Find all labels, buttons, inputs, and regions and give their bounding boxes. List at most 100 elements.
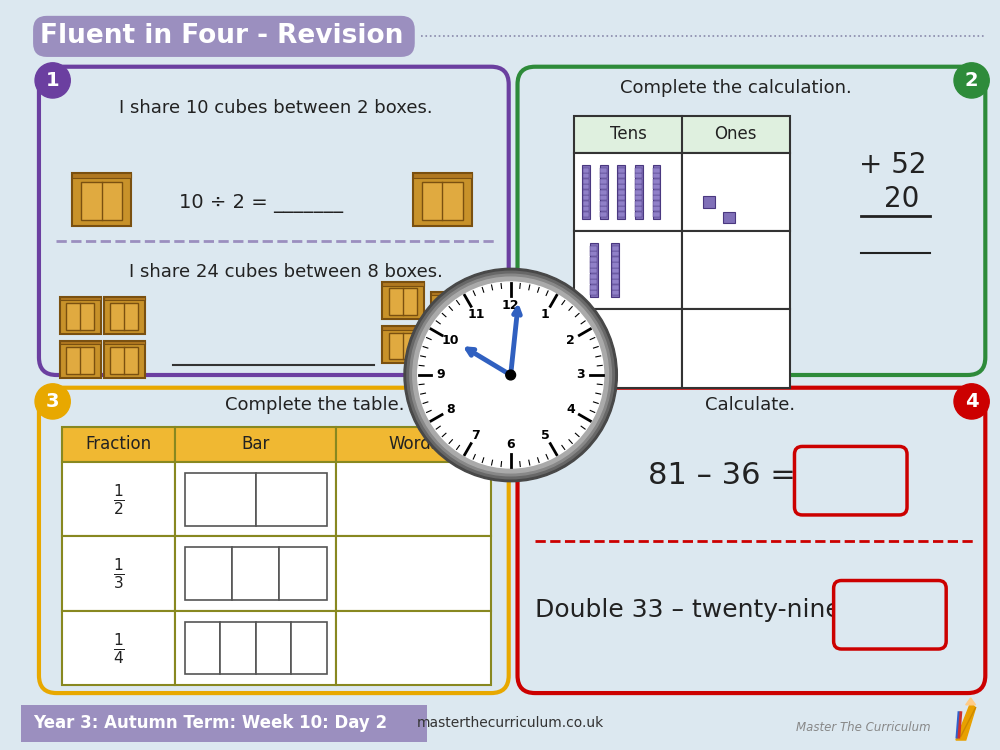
Circle shape (413, 278, 609, 472)
Polygon shape (956, 703, 976, 740)
Bar (110, 347, 138, 374)
Bar (431, 292, 473, 329)
Bar (600, 178, 607, 184)
Text: 12: 12 (502, 299, 519, 312)
Bar (612, 285, 619, 290)
Bar (583, 167, 589, 172)
Bar (583, 201, 589, 206)
Bar (62, 610, 175, 686)
Bar (600, 165, 608, 219)
Bar (574, 231, 682, 310)
Bar (635, 201, 642, 206)
Circle shape (418, 282, 604, 468)
Text: Words: Words (388, 436, 440, 454)
Bar (600, 190, 607, 195)
Text: 20: 20 (884, 184, 920, 213)
Bar (653, 184, 660, 189)
Bar (256, 472, 327, 526)
Text: 4: 4 (566, 404, 575, 416)
FancyBboxPatch shape (33, 16, 415, 57)
Bar (382, 326, 424, 330)
Bar (635, 206, 642, 212)
Bar (653, 212, 660, 217)
Bar (185, 472, 256, 526)
Bar (618, 184, 625, 189)
Text: 81 – 36 =: 81 – 36 = (648, 461, 796, 490)
Bar (104, 297, 145, 300)
Bar (81, 182, 122, 220)
Bar (612, 262, 619, 268)
Bar (635, 165, 643, 219)
Bar (635, 195, 642, 200)
Bar (336, 536, 491, 610)
Bar (590, 243, 598, 297)
Bar (653, 190, 660, 195)
Bar (336, 462, 491, 536)
Bar (618, 195, 625, 200)
Text: 10: 10 (442, 334, 459, 346)
Bar (574, 310, 682, 388)
Bar (612, 290, 619, 296)
Text: 11: 11 (467, 308, 485, 321)
Bar (612, 268, 619, 273)
Bar (382, 282, 424, 286)
Bar (590, 285, 597, 290)
Bar (653, 173, 660, 178)
Bar (600, 173, 607, 178)
Text: 6: 6 (506, 438, 515, 451)
Bar (291, 622, 327, 674)
Bar (682, 310, 790, 388)
Bar (703, 196, 715, 208)
Bar (653, 201, 660, 206)
Circle shape (407, 272, 614, 478)
Text: 9: 9 (437, 368, 445, 382)
Bar (612, 251, 619, 257)
Bar (653, 165, 660, 219)
Text: Master The Curriculum: Master The Curriculum (796, 721, 930, 734)
Bar (413, 173, 472, 226)
Bar (618, 178, 625, 184)
Bar (72, 173, 131, 226)
Bar (583, 173, 589, 178)
Text: Ones: Ones (715, 125, 757, 143)
Bar (175, 427, 336, 462)
Text: 8: 8 (446, 404, 455, 416)
Bar (618, 173, 625, 178)
Bar (590, 274, 597, 278)
Bar (72, 173, 131, 178)
Circle shape (410, 274, 611, 476)
Bar (413, 173, 472, 178)
Bar (723, 211, 735, 223)
Text: 3: 3 (576, 368, 584, 382)
Bar (590, 262, 597, 268)
Bar (382, 326, 424, 363)
Text: Fluent in Four - Revision: Fluent in Four - Revision (40, 23, 404, 50)
Bar (583, 195, 589, 200)
FancyBboxPatch shape (834, 580, 946, 649)
Bar (431, 336, 473, 340)
Bar (60, 341, 101, 378)
Bar (431, 336, 473, 374)
Circle shape (35, 384, 70, 419)
Bar (653, 167, 660, 172)
Bar (612, 274, 619, 278)
Bar (600, 201, 607, 206)
Text: Bar: Bar (242, 436, 270, 454)
Text: Tens: Tens (610, 125, 647, 143)
Text: Year 3: Autumn Term: Week 10: Day 2: Year 3: Autumn Term: Week 10: Day 2 (33, 715, 387, 733)
Bar (583, 178, 589, 184)
Text: 1: 1 (541, 308, 550, 321)
Bar (617, 165, 625, 219)
Bar (438, 342, 466, 369)
FancyBboxPatch shape (518, 388, 985, 693)
Bar (600, 212, 607, 217)
FancyBboxPatch shape (794, 446, 907, 515)
Bar (582, 165, 590, 219)
Bar (618, 201, 625, 206)
Bar (389, 289, 417, 315)
Bar (590, 268, 597, 273)
Text: masterthecurriculum.co.uk: masterthecurriculum.co.uk (417, 716, 604, 730)
Bar (618, 206, 625, 212)
Text: Complete the table.: Complete the table. (225, 396, 405, 414)
Bar (600, 206, 607, 212)
